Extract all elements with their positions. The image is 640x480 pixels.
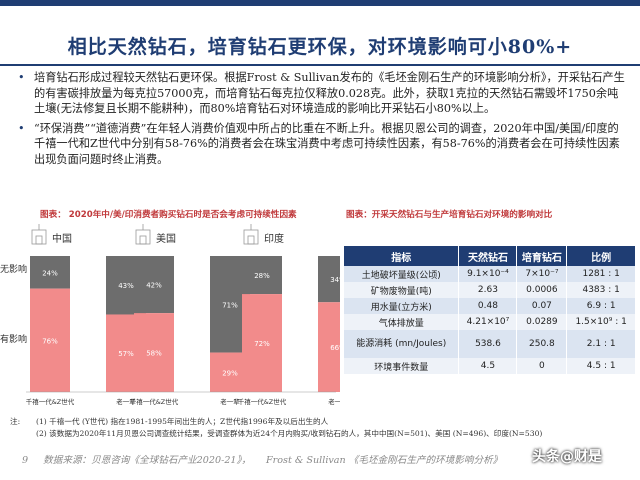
table-cell: 用水量(立方米) (344, 298, 460, 314)
title-rule (0, 64, 640, 66)
table-row: 能源消耗 (mn/Joules) 538.6 250.8 2.1 : 1 (344, 330, 636, 358)
table-header-cell: 指标 (344, 246, 460, 266)
category-label: 老一辈 (328, 397, 340, 406)
bar-impact (30, 288, 70, 392)
temple-icon (31, 224, 47, 245)
table-cell: 土地破坏量级(公顷) (344, 266, 460, 282)
top-stripe (0, 0, 640, 6)
table-cell: 矿物废物量(吨) (344, 282, 460, 298)
watermark: 头条@财是 (532, 449, 602, 465)
group-label: 中国 (52, 232, 72, 245)
table-cell: 4.5 : 1 (566, 358, 636, 374)
table-header-row: 指标 天然钻石 培育钻石 比例 (344, 246, 636, 266)
table-cell: 气体排放量 (344, 314, 460, 330)
bar-no-impact (30, 256, 70, 289)
table-cell: 4383 : 1 (566, 282, 636, 298)
table-row: 环境事件数量 4.5 0 4.5 : 1 (344, 358, 636, 374)
y-label-no-impact: 无影响 (0, 263, 27, 275)
table-cell: 0.48 (458, 298, 518, 314)
table-row: 气体排放量 4.21×10⁷ 0.0289 1.5×10⁹ : 1 (344, 314, 636, 330)
impact-table: 指标 天然钻石 培育钻石 比例 土地破坏量级(公顷) 9.1×10⁻⁴ 7×10… (344, 246, 636, 374)
table-cell: 0.07 (516, 298, 568, 314)
bar-impact (318, 302, 340, 392)
data-label: 34% (330, 276, 340, 284)
table-cell: 538.6 (458, 330, 518, 358)
data-label: 24% (42, 269, 58, 277)
footnotes: 注: (1) 千禧一代 (Y世代) 指在1981-1995年间出生的人；Z世代指… (10, 416, 630, 440)
page-number: 9 (22, 455, 29, 466)
table-row: 矿物废物量(吨) 2.63 0.0006 4383 : 1 (344, 282, 636, 298)
data-label: 72% (254, 340, 270, 348)
category-label: 千禧一代&Z世代 (238, 397, 287, 406)
table-header-cell: 天然钻石 (458, 246, 518, 266)
bullet-item: “环保消费”“道德消费”在年轻人消费价值观中所占的比重在不断上升。根据贝恩公司的… (18, 121, 626, 168)
group-label: 印度 (264, 232, 284, 245)
footnote-text: (1) 千禧一代 (Y世代) 指在1981-1995年间出生的人；Z世代指199… (36, 417, 329, 426)
table-cell: 0.0289 (516, 314, 568, 330)
data-label: 42% (146, 282, 162, 290)
table-cell: 1281 : 1 (566, 266, 636, 282)
table-cell: 0 (516, 358, 568, 374)
group-label: 美国 (156, 232, 176, 245)
table-cell: 能源消耗 (mn/Joules) (344, 330, 460, 358)
page-title: 相比天然钻石，培育钻石更环保，对环境影响可小80%+ (67, 36, 573, 58)
table-header-cell: 培育钻石 (516, 246, 568, 266)
data-label: 43% (118, 282, 134, 290)
source-text: 数据来源：贝恩咨询《全球钻石产业2020-21》， (43, 455, 251, 466)
footnote-label: 注: (10, 417, 21, 426)
bar-impact (242, 294, 282, 392)
bar-no-impact (134, 256, 174, 314)
table-header-cell: 比例 (566, 246, 636, 266)
table-cell: 6.9 : 1 (566, 298, 636, 314)
footer-source: 9 数据来源：贝恩咨询《全球钻石产业2020-21》， Frost & Sull… (22, 452, 622, 466)
data-label: 28% (254, 272, 270, 280)
bar-no-impact (242, 256, 282, 295)
table-cell: 2.63 (458, 282, 518, 298)
footnote-text: (2) 该数据为2020年11月贝恩公司调查统计结果，受调查群体为近24个月内购… (36, 429, 543, 438)
data-label: 58% (146, 350, 162, 358)
category-label: 老一辈 (220, 397, 240, 406)
chart-caption-right: 图表：开采天然钻石与生产培育钻石对环境的影响对比 (346, 210, 553, 220)
table-cell: 1.5×10⁹ : 1 (566, 314, 636, 330)
table-cell: 9.1×10⁻⁴ (458, 266, 518, 282)
category-label: 老一辈 (116, 397, 136, 406)
table-cell: 4.21×10⁷ (458, 314, 518, 330)
table-cell: 0.0006 (516, 282, 568, 298)
footnote: 注: (1) 千禧一代 (Y世代) 指在1981-1995年间出生的人；Z世代指… (10, 416, 630, 428)
bar-impact (134, 313, 174, 392)
category-label: 千禧一代&Z世代 (130, 397, 179, 406)
table-cell: 7×10⁻⁷ (516, 266, 568, 282)
table-cell: 2.1 : 1 (566, 330, 636, 358)
table-cell: 环境事件数量 (344, 358, 460, 374)
table-row: 土地破坏量级(公顷) 9.1×10⁻⁴ 7×10⁻⁷ 1281 : 1 (344, 266, 636, 282)
source-text: Frost & Sullivan 《毛坯金刚石生产的环境影响分析》 (266, 455, 503, 466)
bullet-list: 培育钻石形成过程较天然钻石更环保。根据Frost & Sullivan发布的《毛… (18, 70, 626, 168)
category-label: 千禧一代&Z世代 (26, 397, 75, 406)
bullet-item: 培育钻石形成过程较天然钻石更环保。根据Frost & Sullivan发布的《毛… (18, 70, 626, 117)
data-label: 57% (118, 350, 134, 358)
bar-no-impact (318, 256, 340, 303)
table-row: 用水量(立方米) 0.48 0.07 6.9 : 1 (344, 298, 636, 314)
chart-caption-left: 图表： 2020年中/美/印消费者购买钻石时是否会考虑可持续性因素 (40, 210, 297, 220)
data-label: 66% (330, 344, 340, 352)
table-cell: 250.8 (516, 330, 568, 358)
data-label: 76% (42, 337, 58, 345)
taj-mahal-icon (243, 224, 259, 245)
y-label-impact: 有影响 (0, 333, 27, 345)
footnote: (2) 该数据为2020年11月贝恩公司调查统计结果，受调查群体为近24个月内购… (10, 428, 630, 440)
table-cell: 4.5 (458, 358, 518, 374)
data-label: 71% (222, 301, 238, 309)
data-label: 29% (222, 369, 238, 377)
skyscraper-icon (135, 224, 151, 245)
